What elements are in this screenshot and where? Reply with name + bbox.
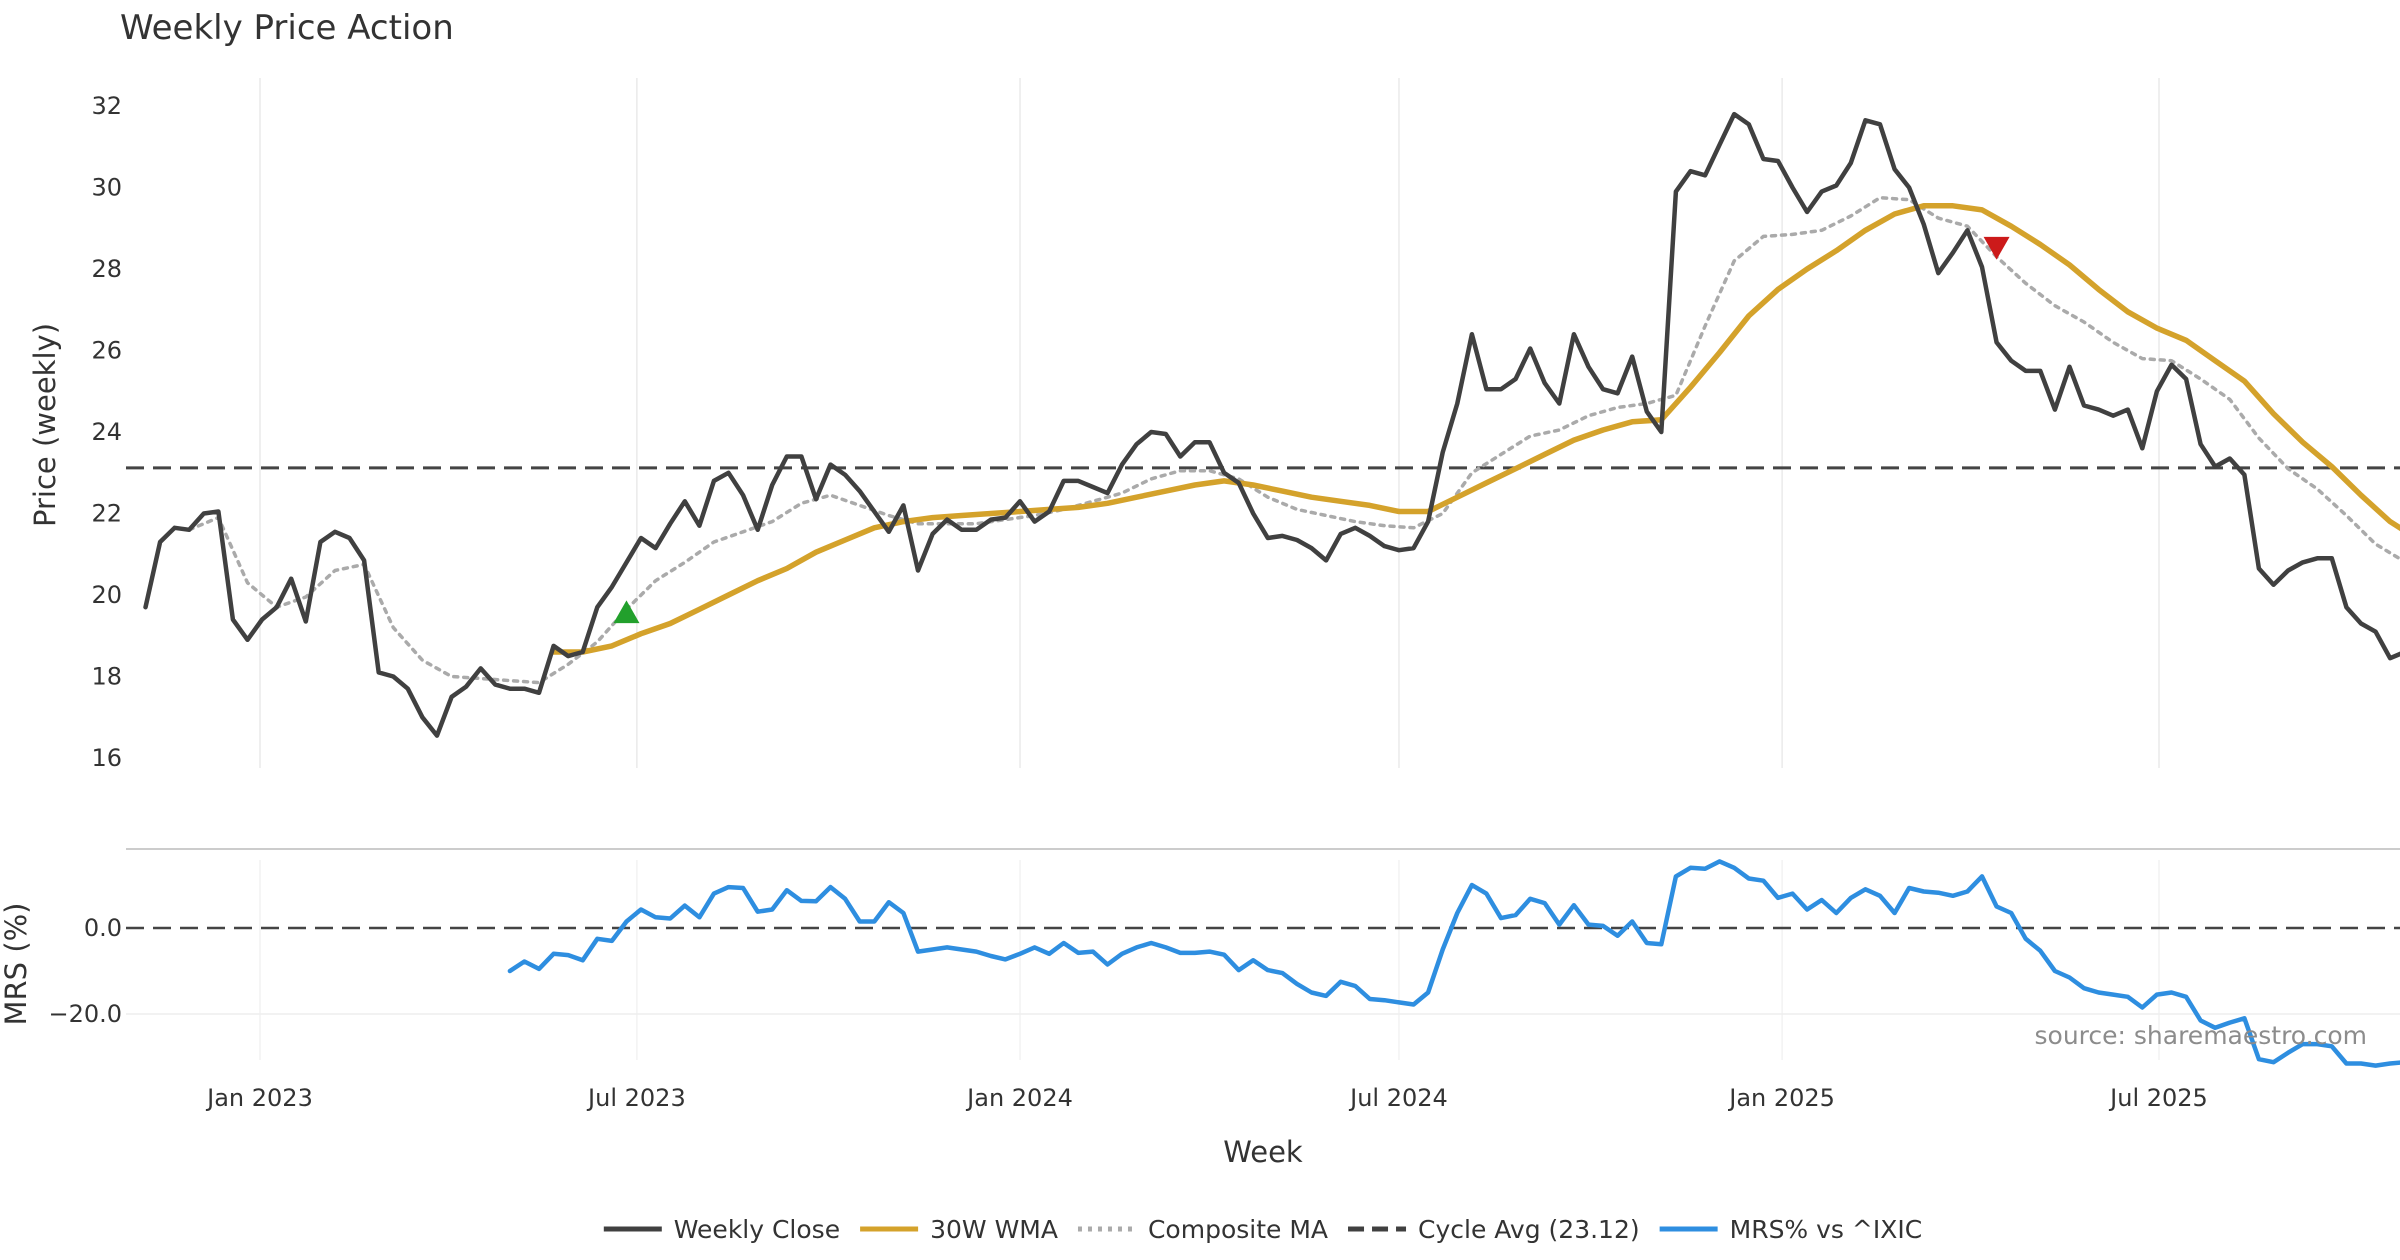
legend-label: Composite MA — [1148, 1215, 1328, 1244]
price-y-axis-label: Price (weekly) — [28, 323, 62, 527]
price-y-tick-label: 26 — [91, 337, 122, 365]
x-tick-label: Jan 2025 — [1727, 1084, 1835, 1112]
price-y-tick-label: 18 — [91, 663, 122, 691]
weekly-close-series — [143, 111, 2400, 738]
mrs-panel: 0.0 −20.0 — [48, 859, 2400, 1068]
mrs-y-tick-label: 0.0 — [84, 914, 122, 942]
sell-signal-marker — [1983, 236, 2010, 260]
price-y-tick-label: 20 — [91, 581, 122, 609]
mrs-y-axis-label: MRS (%) — [0, 903, 33, 1026]
x-tick-label: Jul 2025 — [2108, 1084, 2208, 1112]
price-panel: 16 18 20 22 24 26 28 30 32 — [91, 78, 2400, 772]
source-credit: source: sharemaestro.com — [2035, 1021, 2368, 1050]
x-axis-label: Week — [1223, 1135, 1303, 1169]
price-y-tick-label: 30 — [91, 174, 122, 202]
composite-ma-series — [187, 195, 2400, 685]
30w-wma-series — [550, 203, 2400, 655]
legend-label: MRS% vs ^IXIC — [1730, 1215, 1923, 1244]
mrs-series — [507, 859, 2400, 1068]
buy-signal-marker — [613, 600, 640, 624]
x-axis: Jan 2023 Jul 2023 Jan 2024 Jul 2024 Jan 2025… — [205, 1084, 2208, 1112]
price-y-tick-label: 24 — [91, 418, 122, 446]
legend-label: Cycle Avg (23.12) — [1418, 1215, 1640, 1244]
price-y-tick-label: 16 — [91, 744, 122, 772]
mrs-y-tick-label: −20.0 — [48, 1000, 122, 1028]
x-tick-label: Jul 2024 — [1348, 1084, 1448, 1112]
legend-label: 30W WMA — [930, 1215, 1058, 1244]
legend: Weekly Close 30W WMA Composite MA Cycle Avg… — [603, 1215, 1923, 1244]
x-tick-label: Jan 2023 — [205, 1084, 313, 1112]
price-y-tick-label: 22 — [91, 500, 122, 528]
legend-label: Weekly Close — [674, 1215, 840, 1244]
x-tick-label: Jul 2023 — [586, 1084, 686, 1112]
chart-title: Weekly Price Action — [120, 8, 454, 48]
price-y-tick-label: 28 — [91, 255, 122, 283]
x-tick-label: Jan 2024 — [965, 1084, 1073, 1112]
price-y-tick-label: 32 — [91, 92, 122, 120]
